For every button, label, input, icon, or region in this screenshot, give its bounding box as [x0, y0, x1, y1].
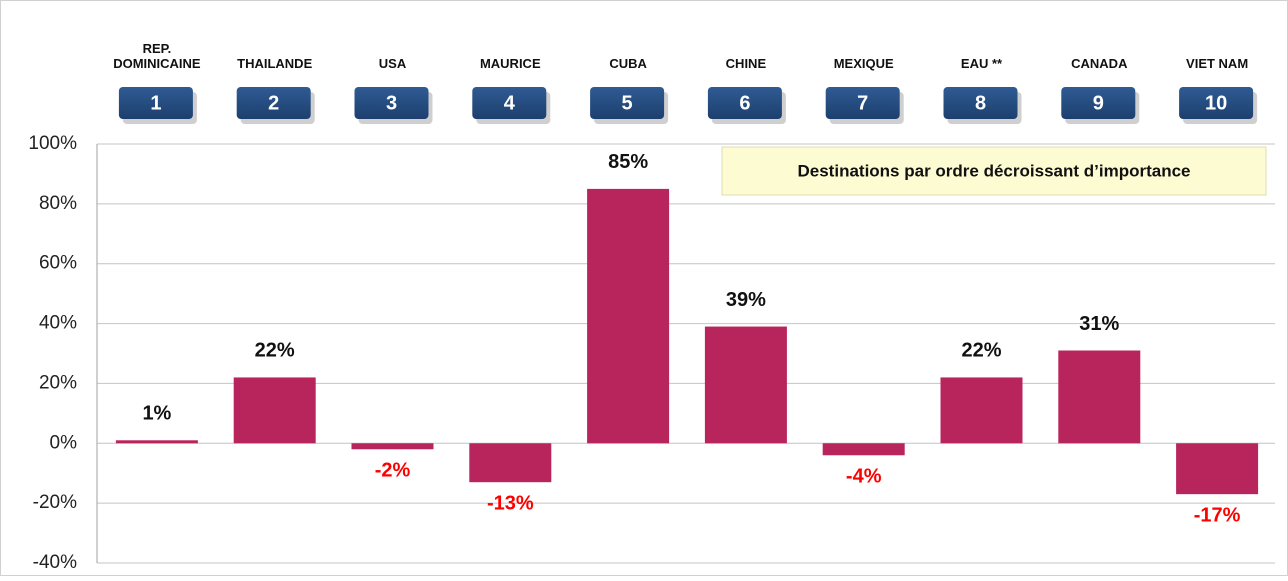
bar [704, 326, 787, 444]
rank-label: 5 [622, 92, 633, 114]
rank-box [825, 87, 900, 119]
bar [115, 440, 198, 444]
category-label: CANADA [1071, 56, 1128, 71]
value-label: -2% [375, 460, 411, 482]
bar [587, 188, 670, 444]
value-label: 1% [142, 403, 171, 425]
rank-box [590, 87, 665, 119]
value-label: -17% [1194, 504, 1241, 526]
y-tick-label: 40% [39, 313, 77, 334]
rank-label: 6 [739, 92, 750, 114]
category-label: THAILANDE [237, 56, 312, 71]
value-label: 31% [1079, 313, 1119, 335]
rank-box [1061, 87, 1136, 119]
bar [940, 377, 1023, 444]
rank-box [472, 87, 547, 119]
rank-box [236, 87, 311, 119]
category-label: MAURICE [480, 56, 541, 71]
rank-box [354, 87, 429, 119]
rank-label: 8 [975, 92, 986, 114]
rank-label: 7 [857, 92, 868, 114]
grid: -40% -20% 0% 20% 40% 60% 80% 100% [28, 133, 1275, 573]
category-label: EAU ** [961, 56, 1003, 71]
bar [469, 443, 552, 483]
category-label: MEXIQUE [834, 56, 894, 71]
bar [1058, 350, 1141, 444]
bar [233, 377, 316, 444]
value-label: 22% [255, 340, 295, 362]
category-label: CUBA [609, 56, 647, 71]
annotation: Destinations par ordre décroissant d’imp… [798, 161, 1191, 180]
rank-label: 3 [386, 92, 397, 114]
rank-box [1179, 87, 1254, 119]
y-tick-label: -20% [33, 492, 77, 513]
value-label: -13% [487, 492, 534, 514]
marks: REP. DOMINICAINE 1 1% THAILANDE 2 22% USA 3 -2% MA… [113, 41, 1259, 526]
y-tick-label: 60% [39, 253, 77, 274]
rank-label: 9 [1093, 92, 1104, 114]
category-label: REP. DOMINICAINE [113, 41, 201, 71]
y-tick-label: 100% [28, 133, 77, 154]
bar [1176, 443, 1259, 495]
rank-label: 10 [1205, 92, 1227, 114]
y-tick-label: 20% [39, 372, 77, 393]
category-label: CHINE [726, 56, 767, 71]
annotation-box [721, 146, 1267, 196]
value-label: 39% [726, 289, 766, 311]
value-label: 85% [608, 151, 648, 173]
rank-label: 1 [150, 92, 161, 114]
rank-label: 2 [268, 92, 279, 114]
bar [351, 443, 434, 450]
category-label: VIET NAM [1186, 56, 1248, 71]
rank-label: 4 [504, 92, 516, 114]
value-label: 22% [961, 340, 1001, 362]
bar [822, 443, 905, 456]
y-tick-label: -40% [33, 552, 77, 573]
value-label: -4% [846, 466, 882, 488]
y-tick-label: 80% [39, 193, 77, 214]
rank-box [707, 87, 782, 119]
category-label: USA [379, 56, 407, 71]
rank-box [118, 87, 193, 119]
rank-box [943, 87, 1018, 119]
y-tick-label: 0% [50, 432, 78, 453]
